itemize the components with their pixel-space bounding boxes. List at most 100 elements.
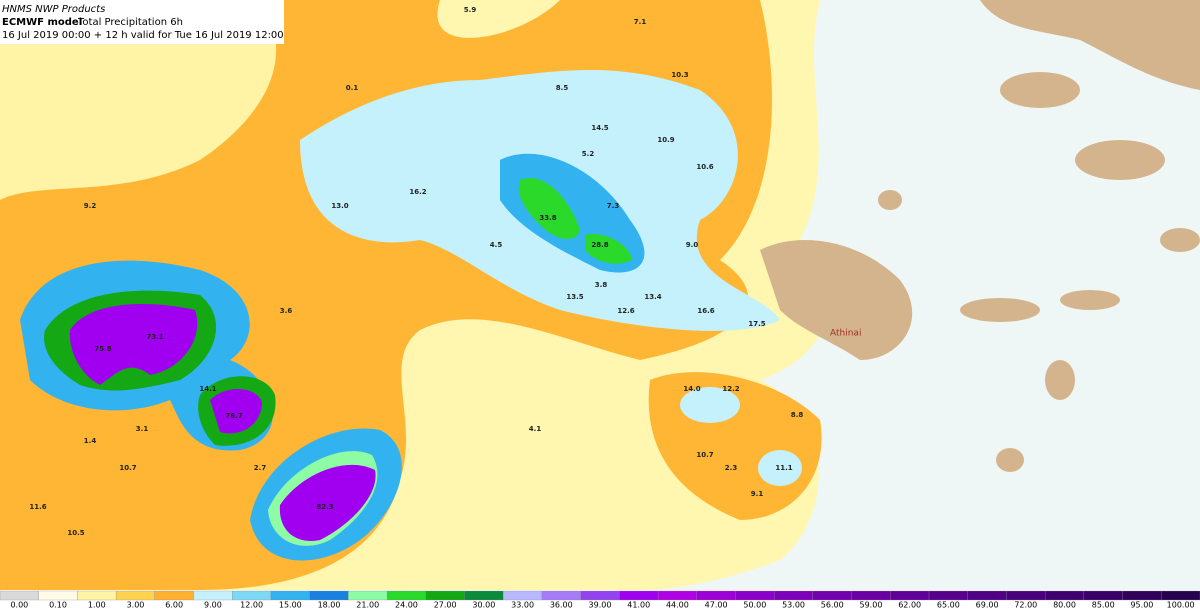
colorbar-swatch: [967, 590, 1007, 601]
map-value-label: 9.1: [751, 490, 764, 498]
map-value-label: 16.6: [697, 307, 714, 315]
map-value-label: 13.4: [644, 293, 661, 301]
colorbar-swatch: [38, 590, 78, 601]
colorbar-label: 39.00: [589, 601, 612, 610]
colorbar-swatch: [1122, 590, 1162, 601]
land: [960, 298, 1040, 322]
colorbar-label: 33.00: [511, 601, 534, 610]
map-value-label: 8.5: [556, 84, 569, 92]
map-value-label: 8.8: [791, 411, 804, 419]
colorbar-swatch: [696, 590, 736, 601]
colorbar-label: 59.00: [860, 601, 883, 610]
colorbar-label: 30.00: [472, 601, 495, 610]
map-value-label: 4.1: [529, 425, 542, 433]
map-value-label: 10.5: [67, 529, 84, 537]
map-value-label: 2.3: [725, 464, 738, 472]
colorbar-label: 80.00: [1053, 601, 1076, 610]
colorbar-swatch: [657, 590, 697, 601]
map-value-label: 10.9: [657, 136, 674, 144]
map-value-label: 16.2: [409, 188, 426, 196]
colorbar-swatch: [580, 590, 620, 601]
colorbar-label: 95.00: [1130, 601, 1153, 610]
land: [760, 240, 913, 360]
header-model: ECMWF model: [2, 17, 82, 28]
colorbar-label: 36.00: [550, 601, 573, 610]
colorbar-label: 47.00: [705, 601, 728, 610]
map-value-label: 28.8: [591, 241, 608, 249]
map-value-label: 9.0: [686, 241, 699, 249]
colorbar-swatch: [232, 590, 272, 601]
land: [878, 190, 902, 210]
colorbar-swatch: [1083, 590, 1123, 601]
map-value-label: 13.5: [566, 293, 583, 301]
colorbar-swatch: [928, 590, 968, 601]
colorbar-swatch: [890, 590, 930, 601]
colorbar-swatch: [193, 590, 233, 601]
map-value-label: 82.3: [316, 503, 333, 511]
map-value-label: 4.5: [490, 241, 503, 249]
map-value-label: 5.9: [464, 6, 477, 14]
land: [1060, 290, 1120, 310]
colorbar-swatch: [541, 590, 581, 601]
colorbar-label: 1.00: [88, 601, 106, 610]
map-value-label: 11.1: [775, 464, 792, 472]
colorbar-label: 72.00: [1014, 601, 1037, 610]
colorbar-label: 3.00: [127, 601, 145, 610]
precip-green: [518, 178, 580, 240]
colorbar-swatch: [851, 590, 891, 601]
map-value-label: 14.5: [591, 124, 608, 132]
colorbar-swatch: [115, 590, 155, 601]
map-value-label: 3.6: [280, 307, 293, 315]
colorbar-label: 15.00: [279, 601, 302, 610]
colorbar-swatch: [154, 590, 194, 601]
colorbar-swatch: [270, 590, 310, 601]
colorbar-swatch: [1045, 590, 1085, 601]
colorbar-swatch: [812, 590, 852, 601]
map-value-label: 3.8: [595, 281, 608, 289]
map-value-label: 9.2: [84, 202, 97, 210]
colorbar-swatch: [1161, 590, 1200, 601]
colorbar-label: 6.00: [165, 601, 183, 610]
header-field: Total Precipitation 6h: [77, 17, 183, 28]
colorbar-label: 62.00: [898, 601, 921, 610]
header-source: HNMS NWP Products: [2, 4, 105, 15]
map-value-label: 14.1: [199, 385, 216, 393]
precip-yellow: [0, 0, 277, 200]
colorbar-label: 27.00: [434, 601, 457, 610]
map-value-label: 73.1: [146, 333, 163, 341]
map-value-label: 3.1: [136, 425, 149, 433]
colorbar-label: 9.00: [204, 601, 222, 610]
header-valid: 16 Jul 2019 00:00 + 12 h valid for Tue 1…: [2, 30, 284, 41]
colorbar-swatch: [619, 590, 659, 601]
map-value-label: 7.3: [607, 202, 620, 210]
land: [980, 0, 1200, 90]
precip-cyan: [758, 450, 802, 486]
map-value-label: 7.1: [634, 18, 647, 26]
map-value-label: 14.0: [683, 385, 700, 393]
colorbar-label: 56.00: [821, 601, 844, 610]
map-value-label: 2.7: [254, 464, 267, 472]
land: [996, 448, 1024, 472]
colorbar-label: 0.10: [49, 601, 67, 610]
colorbar-swatch: [1006, 590, 1046, 601]
colorbar-label: 69.00: [976, 601, 999, 610]
colorbar-swatch: [735, 590, 775, 601]
map-value-label: 33.8: [539, 214, 556, 222]
map-value-label: 11.6: [29, 503, 46, 511]
map-value-label: 76.7: [225, 412, 242, 420]
colorbar-label: 53.00: [782, 601, 805, 610]
precip-green: [585, 234, 632, 264]
map-value-label: 10.3: [671, 71, 688, 79]
colorbar-label: 65.00: [937, 601, 960, 610]
place-label: Athinai: [830, 329, 861, 339]
colorbar-swatch: [386, 590, 426, 601]
precip-cyan: [680, 387, 740, 423]
land: [1000, 72, 1080, 108]
map-value-label: 0.1: [346, 84, 359, 92]
map-value-label: 5.2: [582, 150, 595, 158]
colorbar-label: 100.00: [1167, 601, 1195, 610]
colorbar-label: 24.00: [395, 601, 418, 610]
map-value-label: 1.4: [84, 437, 97, 445]
map-value-label: 12.6: [617, 307, 634, 315]
